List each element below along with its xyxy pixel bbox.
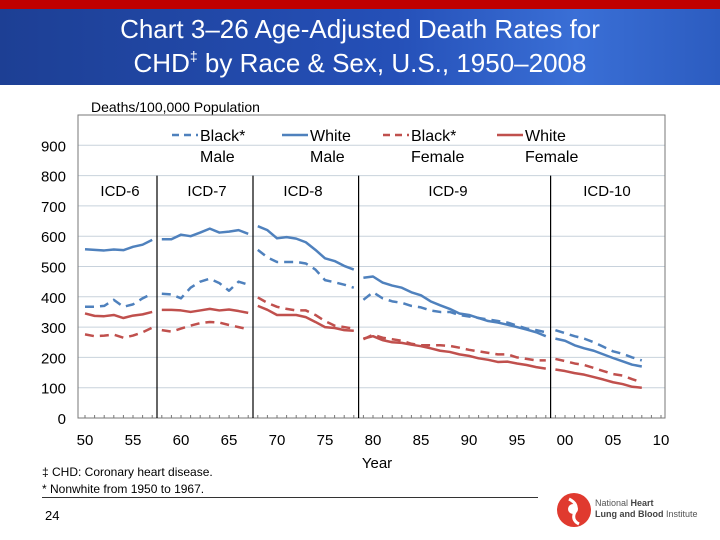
legend-label-sub: Male <box>310 149 345 166</box>
x-tick-label: 00 <box>557 432 574 449</box>
title-line-2: CHD‡ by Race & Sex, U.S., 1950–2008 <box>0 46 720 80</box>
legend-label: Black* <box>200 128 245 145</box>
series-line-white-male <box>84 238 153 252</box>
footnote-nonwhite: * Nonwhite from 1950 to 1967. <box>42 482 205 496</box>
y-tick-label: 200 <box>41 350 66 367</box>
series-line-black-male <box>555 328 643 362</box>
icd-period-label: ICD-10 <box>583 183 631 200</box>
nhlbi-logo: National Heart Lung and Blood Institute <box>555 490 715 530</box>
series-line-white-female <box>161 307 249 315</box>
x-tick-label: 10 <box>653 432 670 449</box>
y-tick-label: 300 <box>41 320 66 337</box>
x-tick-label: 55 <box>125 432 142 449</box>
series-line-white-male <box>161 227 249 241</box>
title-chd: CHD <box>133 48 190 78</box>
y-tick-label: 900 <box>41 138 66 155</box>
series-line-black-male <box>161 277 249 300</box>
legend-label-sub: Female <box>525 149 578 166</box>
title-rest: by Race & Sex, U.S., 1950–2008 <box>197 48 587 78</box>
series-line-white-female <box>257 304 354 332</box>
footnote-chd: ‡ CHD: Coronary heart disease. <box>42 465 213 479</box>
nhlbi-logo-mark <box>557 493 591 527</box>
title-dagger: ‡ <box>189 48 198 64</box>
icd-period-label: ICD-7 <box>187 183 226 200</box>
series-line-white-female <box>555 368 642 389</box>
x-tick-label: 95 <box>509 432 526 449</box>
y-tick-label: 600 <box>41 229 66 246</box>
y-tick-label: 0 <box>58 411 66 428</box>
x-tick-label: 70 <box>269 432 286 449</box>
series-line-white-female <box>363 334 546 370</box>
legend-label: White <box>525 128 566 145</box>
series-line-black-female <box>257 296 354 330</box>
x-tick-label: 65 <box>221 432 238 449</box>
x-tick-label: 80 <box>365 432 382 449</box>
icd-period-label: ICD-9 <box>428 183 467 200</box>
x-tick-label: 60 <box>173 432 190 449</box>
series-line-black-male <box>257 248 355 289</box>
x-tick-label: 85 <box>413 432 430 449</box>
plot-area <box>77 114 666 419</box>
icd-period-label: ICD-6 <box>100 183 139 200</box>
icd-period-label: ICD-8 <box>283 183 322 200</box>
y-tick-label: 400 <box>41 290 66 307</box>
series-line-black-female <box>84 326 153 339</box>
x-axis-label: Year <box>362 455 392 472</box>
slide-title: Chart 3–26 Age-Adjusted Death Rates for … <box>0 12 720 80</box>
legend-label-sub: Male <box>200 149 235 166</box>
title-line-1: Chart 3–26 Age-Adjusted Death Rates for <box>120 14 600 44</box>
series-line-white-male <box>363 275 547 338</box>
y-tick-label: 500 <box>41 260 66 277</box>
legend-label: Black* <box>411 128 456 145</box>
series-line-black-male <box>85 292 153 309</box>
series-line-white-male <box>555 337 643 368</box>
y-tick-label: 100 <box>41 381 66 398</box>
x-tick-label: 05 <box>605 432 622 449</box>
y-tick-label: 800 <box>41 169 66 186</box>
legend-label: White <box>310 128 351 145</box>
x-tick-label: 75 <box>317 432 334 449</box>
series-line-black-female <box>362 333 546 362</box>
y-axis-label: Deaths/100,000 Population <box>91 99 260 115</box>
series-line-black-male <box>362 291 547 334</box>
nhlbi-logo-text: National Heart Lung and Blood Institute <box>595 498 698 519</box>
x-tick-label: 50 <box>77 432 94 449</box>
title-band <box>0 9 720 85</box>
top-accent-bar <box>0 0 720 9</box>
x-tick-label: 90 <box>461 432 478 449</box>
legend-label-sub: Female <box>411 149 464 166</box>
page-number: 24 <box>45 508 60 523</box>
y-tick-label: 700 <box>41 199 66 216</box>
series-line-white-male <box>257 225 355 271</box>
footer-divider <box>42 497 538 498</box>
series-line-white-female <box>84 310 153 320</box>
